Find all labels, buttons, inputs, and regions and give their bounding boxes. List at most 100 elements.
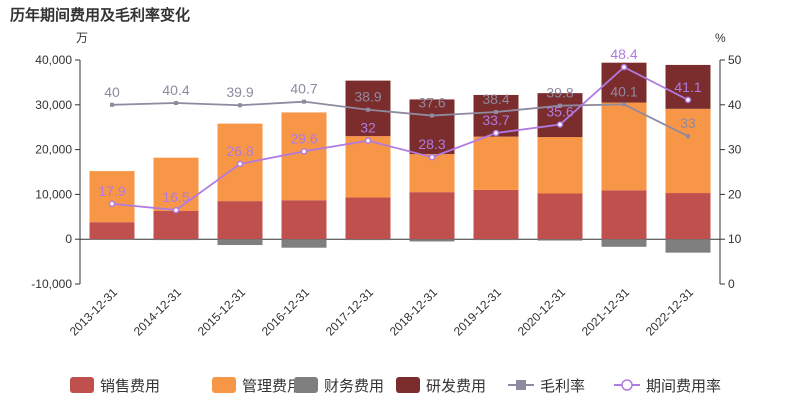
legend-label: 研发费用 (426, 378, 486, 395)
data-label: 41.1 (674, 79, 701, 95)
x-tick-label: 2019-12-31 (451, 285, 505, 339)
data-label: 37.6 (418, 95, 445, 111)
legend-swatch (294, 377, 318, 393)
data-label: 39.8 (546, 85, 573, 101)
bar-segment (345, 197, 391, 240)
left-tick-label: 10,000 (35, 187, 72, 201)
line-point (494, 109, 498, 114)
line-point (364, 137, 372, 144)
line-layer (108, 63, 692, 214)
line-point (172, 206, 180, 214)
left-axis-unit: 万 (76, 31, 88, 45)
bar-segment (281, 200, 327, 240)
line-point (236, 160, 244, 168)
data-label: 32 (360, 120, 376, 136)
data-label: 39.9 (226, 84, 253, 100)
bar-segment (473, 94, 519, 137)
data-label: 33 (680, 115, 696, 131)
series-line (111, 100, 689, 137)
right-tick-label: 30 (728, 143, 742, 157)
right-tick-label: 40 (728, 98, 742, 112)
line-point (300, 148, 308, 155)
bar-segment (409, 99, 455, 155)
bar-segment (153, 239, 199, 241)
data-label: 38.9 (354, 89, 381, 105)
bar-segment (665, 239, 711, 253)
bar-segment (345, 136, 391, 198)
bar-segment (153, 157, 199, 211)
legend: 销售费用 管理费用 财务费用 研发费用 毛利率 期间费用率 (70, 377, 721, 395)
bar-segment (281, 239, 327, 248)
line-point (174, 101, 178, 106)
bar-segment (281, 112, 327, 201)
legend-marker (621, 379, 633, 391)
bar-segment (153, 210, 199, 240)
x-tick-label: 2016-12-31 (259, 285, 313, 339)
bar-segment (601, 190, 647, 240)
data-label: 28.3 (418, 136, 445, 152)
bar-segment (217, 201, 263, 240)
legend-swatch (212, 377, 236, 393)
line-point (108, 200, 116, 208)
legend-label: 期间费用率 (646, 378, 721, 395)
series-line (111, 66, 689, 212)
bar-segment (665, 108, 711, 194)
left-tick-label: 20,000 (35, 143, 72, 157)
legend-label: 管理费用 (242, 378, 302, 395)
line-point (238, 103, 242, 108)
data-label: 33.7 (482, 112, 509, 128)
line-point (622, 102, 626, 107)
legend-label: 财务费用 (324, 378, 384, 395)
data-label: 38.4 (482, 91, 509, 107)
bar-segment (537, 137, 583, 194)
bar-layer (89, 62, 711, 253)
line-point (684, 96, 692, 104)
bar-segment (345, 239, 391, 241)
legend-label: 毛利率 (540, 378, 585, 395)
right-tick-label: 50 (728, 53, 742, 67)
x-tick-label: 2021-12-31 (579, 285, 633, 339)
data-label: 29.6 (290, 130, 317, 146)
bar-segment (89, 171, 135, 223)
bar-segment (89, 222, 135, 240)
right-axis-unit: % (715, 31, 726, 45)
x-tick-label: 2014-12-31 (131, 285, 185, 339)
line-point (620, 63, 628, 71)
line-point (366, 107, 370, 112)
right-tick-label: 20 (728, 187, 742, 201)
left-tick-label: 30,000 (35, 98, 72, 112)
data-label: 40.1 (610, 83, 637, 99)
x-tick-label: 2013-12-31 (67, 285, 121, 339)
right-tick-label: 0 (728, 277, 735, 291)
bar-segment (601, 239, 647, 247)
bar-segment (473, 136, 519, 190)
legend-swatch (396, 377, 420, 393)
bar-segment (537, 193, 583, 240)
line-point (428, 153, 436, 161)
right-tick-label: 10 (728, 232, 742, 246)
legend-swatch (70, 377, 94, 393)
data-label: 16.5 (162, 189, 189, 205)
data-label: 26.8 (226, 143, 253, 159)
x-tick-label: 2018-12-31 (387, 285, 441, 339)
legend-label: 销售费用 (100, 378, 160, 395)
bar-segment (473, 189, 519, 240)
legend-marker (516, 380, 526, 390)
data-label: 40.4 (162, 82, 189, 98)
data-label-layer: 40 40.4 39.9 40.7 38.9 37.6 38.4 39.8 40.1 33 17.9… (98, 46, 701, 205)
left-tick-label: -10,000 (31, 277, 72, 291)
line-point (430, 113, 434, 118)
x-tick-label: 2022-12-31 (643, 285, 697, 339)
left-tick-label: 0 (65, 232, 72, 246)
data-label: 35.6 (546, 104, 573, 120)
chart-title: 历年期间费用及毛利率变化 (10, 6, 190, 24)
data-label: 40.7 (290, 81, 317, 97)
data-label: 40 (104, 84, 120, 100)
line-point (110, 102, 114, 107)
line-point (686, 134, 690, 139)
bar-segment (665, 193, 711, 240)
data-label: 17.9 (98, 183, 125, 199)
x-tick-label: 2015-12-31 (195, 285, 249, 339)
left-tick-label: 40,000 (35, 53, 72, 67)
x-tick-label: 2020-12-31 (515, 285, 569, 339)
